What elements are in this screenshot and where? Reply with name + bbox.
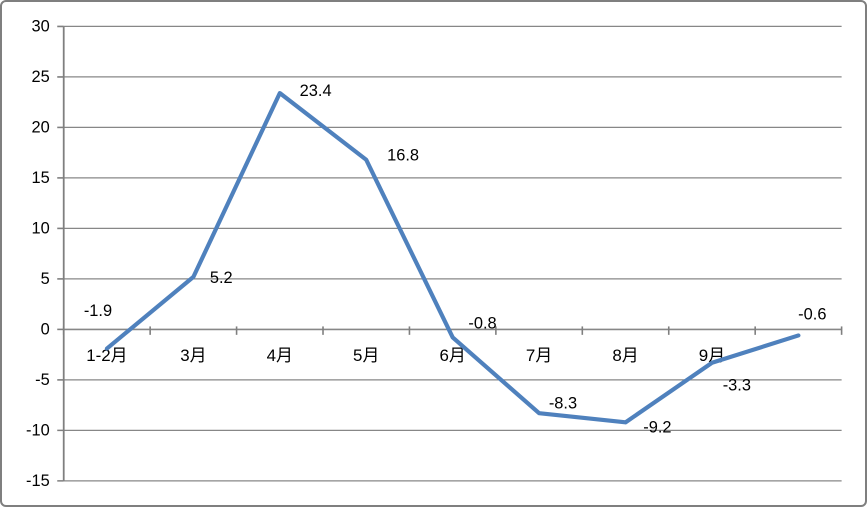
y-axis-tick-label: -15 [26,472,50,490]
y-axis-tick-label: 5 [41,270,50,288]
x-axis-category-label: 1-2月 [86,346,127,365]
y-axis-tick-label: -5 [35,371,50,389]
x-axis-category-label: 5月 [353,346,379,365]
y-axis-tick-label: 15 [32,169,50,187]
data-label: -3.3 [723,377,751,395]
data-label: 5.2 [210,269,233,287]
data-label: -9.2 [643,418,671,436]
data-label: 16.8 [387,147,419,165]
x-axis-category-label: 3月 [180,346,206,365]
x-axis-category-label: 8月 [612,346,638,365]
series-line [104,90,801,425]
y-axis-tick-label: 0 [41,320,50,338]
data-label: -1.9 [84,302,112,320]
data-label: -0.6 [798,306,826,324]
y-axis-tick-label: 20 [32,118,50,136]
data-label: -0.8 [468,315,496,333]
y-axis-tick-label: 10 [32,219,50,237]
x-axis-category-label: 4月 [267,346,293,365]
x-axis-category-label: 7月 [526,346,552,365]
y-axis-tick-label: -10 [26,421,50,439]
data-label: 23.4 [300,82,332,100]
y-axis-tick-label: 30 [32,17,50,35]
data-label: -8.3 [549,394,577,412]
x-axis-category-label: 6月 [440,346,466,365]
y-axis-tick-label: 25 [32,68,50,86]
